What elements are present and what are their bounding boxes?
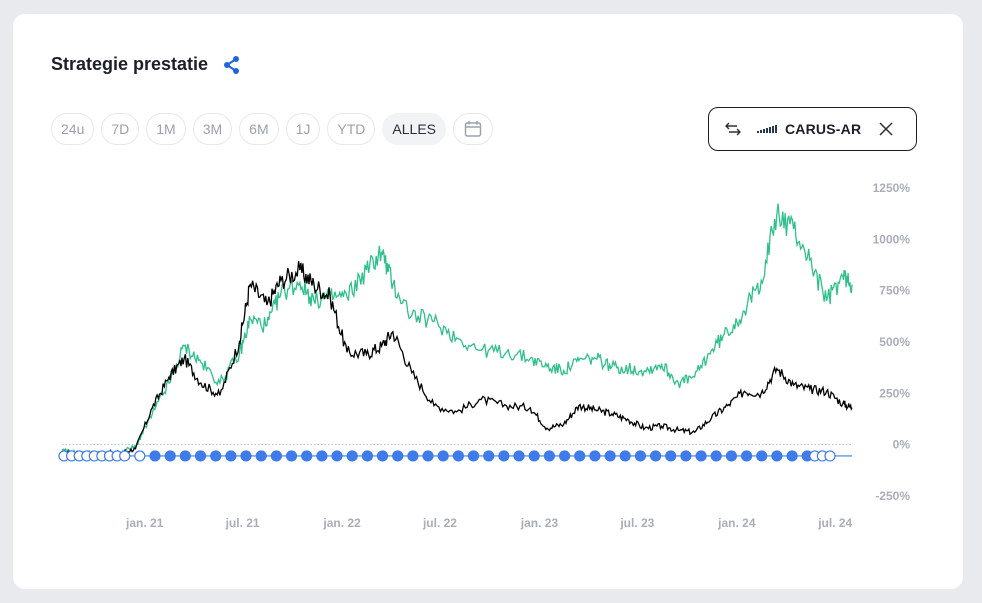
trade-marker-filled[interactable]: [710, 450, 722, 462]
y-tick-label: 500%: [879, 335, 910, 349]
y-tick-label: 750%: [879, 284, 910, 298]
trade-marker-filled[interactable]: [210, 450, 222, 462]
calendar-icon: [464, 121, 482, 137]
trade-marker-filled[interactable]: [376, 450, 389, 462]
trade-markers: [58, 450, 836, 462]
compare-coin-label: CARUS-AR: [785, 121, 862, 137]
range-ytd-button[interactable]: YTD: [327, 113, 376, 145]
trade-marker-filled[interactable]: [483, 450, 495, 462]
x-tick-label: jan. 24: [717, 516, 756, 530]
trade-marker-filled[interactable]: [619, 450, 631, 462]
trade-marker-filled[interactable]: [316, 450, 328, 462]
x-tick-label: jan. 21: [125, 516, 164, 530]
x-tick-label: jul. 22: [422, 516, 457, 530]
trade-marker-filled[interactable]: [725, 450, 738, 462]
title-row: Strategie prestatie: [51, 54, 242, 75]
trade-marker-filled[interactable]: [756, 450, 768, 462]
trade-marker-filled[interactable]: [437, 450, 449, 462]
range-24u-button[interactable]: 24u: [51, 113, 95, 145]
trade-marker-filled[interactable]: [528, 450, 540, 462]
x-tick-label: jul. 24: [817, 516, 852, 530]
y-tick-label: -250%: [875, 489, 910, 503]
range-7d-button[interactable]: 7D: [101, 113, 140, 145]
trade-marker-filled[interactable]: [422, 450, 434, 462]
trade-marker-filled[interactable]: [786, 450, 798, 462]
y-tick-label: 0%: [893, 438, 911, 452]
compare-benchmark-chip: CARUS-AR: [708, 107, 917, 151]
trade-marker-filled[interactable]: [240, 450, 252, 462]
x-axis: jan. 21 jul. 21 jan. 22 jul. 22 jan. 23 jul. …: [125, 516, 853, 530]
y-tick-label: 250%: [879, 386, 910, 400]
time-range-selector: 24u 7D 1M 3M 6M 1J YTD ALLES: [51, 113, 500, 145]
y-axis: 1250% 1000% 750% 500% 250% 0% -250%: [873, 181, 911, 503]
trade-marker-filled[interactable]: [361, 450, 373, 462]
strategy-performance-card: Strategie prestatie 24u 7D 1M 3M 6M 1J Y…: [13, 14, 963, 589]
trade-marker-filled[interactable]: [649, 450, 662, 462]
trade-marker-filled[interactable]: [285, 450, 298, 462]
trade-marker-filled[interactable]: [255, 450, 267, 462]
y-tick-label: 1250%: [873, 181, 911, 195]
trade-marker-filled[interactable]: [346, 450, 358, 462]
trade-marker-filled[interactable]: [558, 450, 571, 462]
trade-marker-open[interactable]: [134, 450, 146, 462]
trade-marker-filled[interactable]: [467, 450, 480, 462]
range-3m-button[interactable]: 3M: [192, 113, 233, 145]
trade-marker-filled[interactable]: [695, 450, 707, 462]
trade-marker-filled[interactable]: [513, 450, 525, 462]
trade-marker-filled[interactable]: [543, 450, 556, 462]
trade-marker-filled[interactable]: [452, 450, 464, 462]
trade-marker-filled[interactable]: [665, 450, 677, 462]
share-icon[interactable]: [222, 55, 242, 75]
trade-marker-filled[interactable]: [392, 450, 404, 462]
trade-marker-filled[interactable]: [194, 450, 207, 462]
trade-marker-filled[interactable]: [331, 450, 343, 462]
trade-marker-filled[interactable]: [574, 450, 586, 462]
trade-marker-filled[interactable]: [225, 450, 237, 462]
range-1j-button[interactable]: 1J: [285, 113, 321, 145]
x-tick-label: jan. 22: [322, 516, 361, 530]
coin-logo-icon: [757, 125, 777, 133]
close-icon[interactable]: [879, 122, 893, 136]
calendar-button[interactable]: [453, 113, 494, 145]
trade-marker-filled[interactable]: [604, 450, 616, 462]
range-6m-button[interactable]: 6M: [239, 113, 279, 145]
trade-marker-filled[interactable]: [680, 450, 692, 462]
card-title: Strategie prestatie: [51, 54, 209, 74]
trade-marker-filled[interactable]: [407, 450, 419, 462]
trade-marker-filled[interactable]: [740, 450, 753, 462]
trade-marker-open[interactable]: [824, 450, 836, 462]
trade-marker-filled[interactable]: [149, 450, 161, 462]
y-tick-label: 1000%: [873, 232, 911, 246]
trade-marker-open[interactable]: [119, 450, 131, 462]
x-tick-label: jan. 23: [520, 516, 559, 530]
x-tick-label: jul. 21: [225, 516, 260, 530]
range-alles-button[interactable]: ALLES: [382, 113, 447, 145]
x-tick-label: jul. 23: [619, 516, 654, 530]
trade-marker-filled[interactable]: [498, 450, 510, 462]
trade-marker-filled[interactable]: [270, 450, 282, 462]
swap-arrows-icon[interactable]: [725, 121, 741, 137]
trade-marker-filled[interactable]: [164, 450, 176, 462]
trade-marker-filled[interactable]: [301, 450, 313, 462]
trade-marker-filled[interactable]: [634, 450, 647, 462]
benchmark-line: [61, 203, 853, 460]
trade-marker-filled[interactable]: [179, 450, 191, 462]
strategy-line: [61, 261, 853, 459]
range-1m-button[interactable]: 1M: [146, 113, 186, 145]
trade-marker-filled[interactable]: [771, 450, 783, 462]
trade-marker-filled[interactable]: [589, 450, 601, 462]
